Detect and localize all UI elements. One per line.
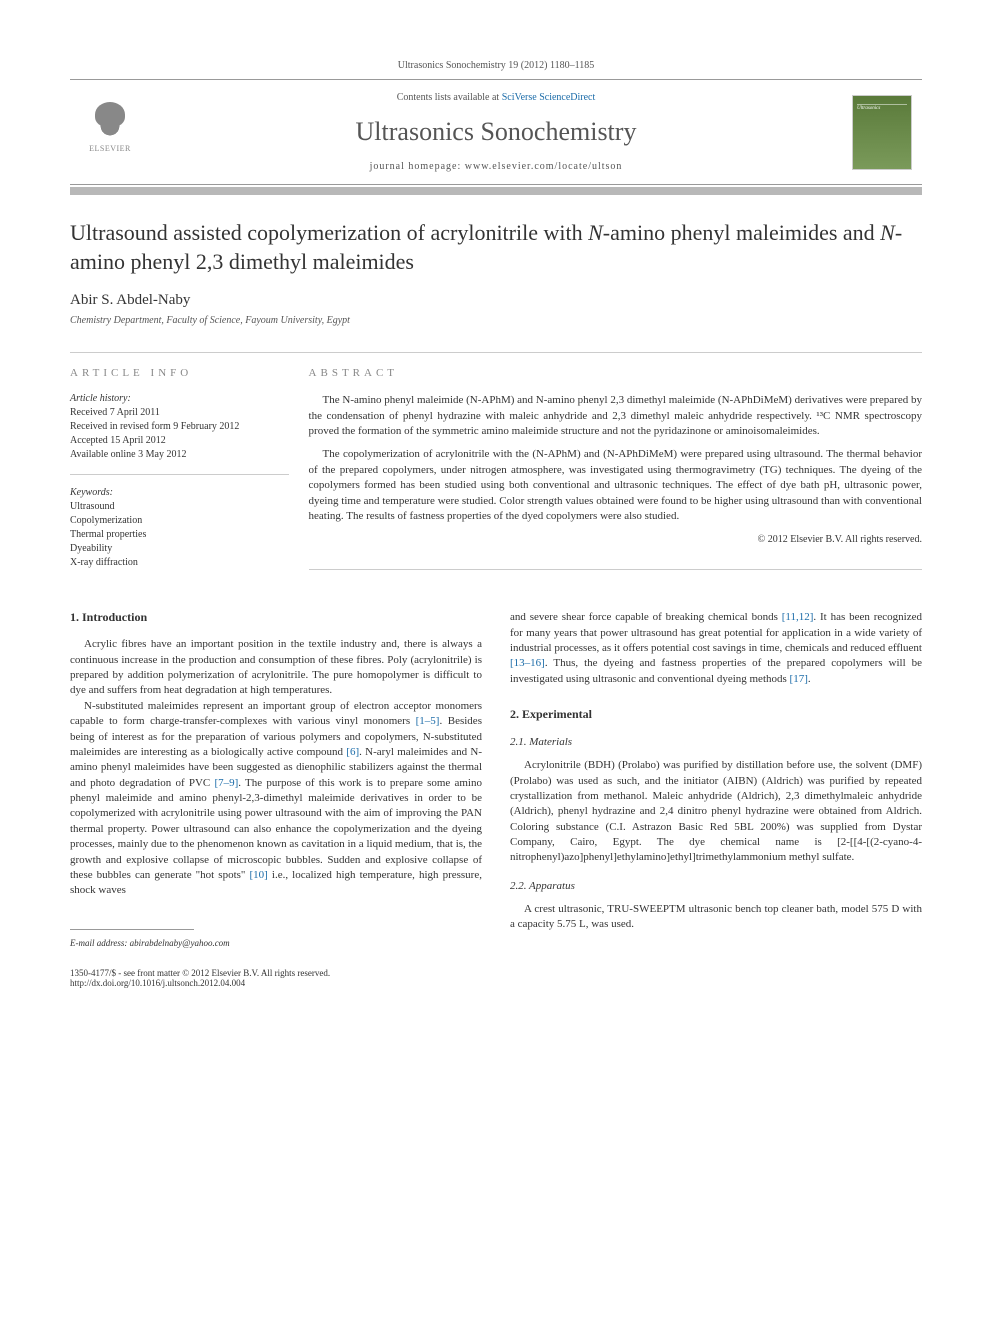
keyword-item: Dyeability bbox=[70, 542, 289, 556]
subsection-heading-apparatus: 2.2. Apparatus bbox=[510, 880, 922, 892]
page-container: Ultrasonics Sonochemistry 19 (2012) 1180… bbox=[0, 0, 992, 1028]
article-history-block: Article history: Received 7 April 2011 R… bbox=[70, 393, 289, 475]
citation-link[interactable]: [17] bbox=[790, 673, 808, 685]
section-heading-introduction: 1. Introduction bbox=[70, 610, 482, 625]
body-column-left: 1. Introduction Acrylic fibres have an i… bbox=[70, 610, 482, 988]
body-text: A crest ultrasonic, TRU-SWEEPTM ultrason… bbox=[510, 902, 922, 933]
homepage-url[interactable]: www.elsevier.com/locate/ultson bbox=[465, 161, 623, 172]
elsevier-logo: ELSEVIER bbox=[80, 102, 140, 162]
citation-link[interactable]: [1–5] bbox=[416, 715, 440, 727]
article-info-column: ARTICLE INFO Article history: Received 7… bbox=[70, 353, 309, 570]
journal-citation: Ultrasonics Sonochemistry 19 (2012) 1180… bbox=[70, 60, 922, 71]
footer-doi[interactable]: http://dx.doi.org/10.1016/j.ultsonch.201… bbox=[70, 978, 482, 988]
body-paragraph: Acrylic fibres have an important positio… bbox=[70, 637, 482, 699]
author-name: Abir S. Abdel-Naby bbox=[70, 292, 922, 309]
section-heading-experimental: 2. Experimental bbox=[510, 707, 922, 722]
contents-available-line: Contents lists available at SciVerse Sci… bbox=[150, 92, 842, 103]
keywords-block: Keywords: Ultrasound Copolymerization Th… bbox=[70, 487, 289, 570]
keywords-label: Keywords: bbox=[70, 487, 289, 498]
contents-prefix: Contents lists available at bbox=[397, 92, 502, 103]
body-paragraph: A crest ultrasonic, TRU-SWEEPTM ultrason… bbox=[510, 902, 922, 933]
keyword-item: Ultrasound bbox=[70, 500, 289, 514]
homepage-prefix: journal homepage: bbox=[370, 161, 465, 172]
history-label: Article history: bbox=[70, 393, 289, 404]
citation-link[interactable]: [10] bbox=[249, 869, 267, 881]
journal-header: ELSEVIER Contents lists available at Sci… bbox=[70, 79, 922, 185]
sciverse-link[interactable]: SciVerse ScienceDirect bbox=[502, 92, 596, 103]
abstract-copyright: © 2012 Elsevier B.V. All rights reserved… bbox=[309, 534, 922, 545]
body-paragraph: N-substituted maleimides represent an im… bbox=[70, 699, 482, 899]
footer-email: E-mail address: abirabdelnaby@yahoo.com bbox=[70, 938, 482, 948]
email-label: E-mail address: bbox=[70, 938, 130, 948]
article-info-heading: ARTICLE INFO bbox=[70, 367, 289, 379]
journal-cover-title: Ultrasonics bbox=[857, 106, 880, 111]
abstract-text: The N-amino phenyl maleimide (N-APhM) an… bbox=[309, 393, 922, 524]
abstract-column: ABSTRACT The N-amino phenyl maleimide (N… bbox=[309, 353, 922, 570]
author-affiliation: Chemistry Department, Faculty of Science… bbox=[70, 315, 922, 326]
abstract-paragraph: The N-amino phenyl maleimide (N-APhM) an… bbox=[309, 393, 922, 439]
revised-date: Received in revised form 9 February 2012 bbox=[70, 420, 289, 434]
online-date: Available online 3 May 2012 bbox=[70, 448, 289, 462]
body-column-right: and severe shear force capable of breaki… bbox=[510, 610, 922, 988]
body-text: Acrylonitrile (BDH) (Prolabo) was purifi… bbox=[510, 758, 922, 866]
abstract-heading: ABSTRACT bbox=[309, 367, 922, 379]
publisher-name: ELSEVIER bbox=[89, 144, 131, 153]
footer-copyright: 1350-4177/$ - see front matter © 2012 El… bbox=[70, 968, 482, 978]
citation-link[interactable]: [11,12] bbox=[782, 611, 814, 623]
publisher-logo-container: ELSEVIER bbox=[70, 102, 150, 162]
accepted-date: Accepted 15 April 2012 bbox=[70, 434, 289, 448]
body-columns: 1. Introduction Acrylic fibres have an i… bbox=[70, 610, 922, 988]
body-text: Acrylic fibres have an important positio… bbox=[70, 637, 482, 899]
keyword-item: X-ray diffraction bbox=[70, 556, 289, 570]
journal-homepage: journal homepage: www.elsevier.com/locat… bbox=[150, 161, 842, 172]
footer-rule bbox=[70, 929, 194, 930]
keyword-item: Thermal properties bbox=[70, 528, 289, 542]
info-abstract-row: ARTICLE INFO Article history: Received 7… bbox=[70, 352, 922, 570]
title-separator-bar bbox=[70, 187, 922, 195]
body-paragraph: Acrylonitrile (BDH) (Prolabo) was purifi… bbox=[510, 758, 922, 866]
citation-link[interactable]: [7–9] bbox=[214, 777, 238, 789]
subsection-heading-materials: 2.1. Materials bbox=[510, 736, 922, 748]
journal-name: Ultrasonics Sonochemistry bbox=[150, 117, 842, 147]
body-text: and severe shear force capable of breaki… bbox=[510, 610, 922, 687]
citation-link[interactable]: [13–16] bbox=[510, 657, 545, 669]
elsevier-tree-icon bbox=[90, 102, 130, 142]
citation-link[interactable]: [6] bbox=[346, 746, 359, 758]
received-date: Received 7 April 2011 bbox=[70, 406, 289, 420]
abstract-paragraph: The copolymerization of acrylonitrile wi… bbox=[309, 447, 922, 524]
article-title: Ultrasound assisted copolymerization of … bbox=[70, 219, 922, 276]
body-paragraph: and severe shear force capable of breaki… bbox=[510, 610, 922, 687]
keyword-item: Copolymerization bbox=[70, 514, 289, 528]
journal-cover-container: Ultrasonics bbox=[842, 95, 922, 170]
header-center: Contents lists available at SciVerse Sci… bbox=[150, 92, 842, 172]
email-address[interactable]: abirabdelnaby@yahoo.com bbox=[130, 938, 230, 948]
journal-cover-thumbnail: Ultrasonics bbox=[852, 95, 912, 170]
